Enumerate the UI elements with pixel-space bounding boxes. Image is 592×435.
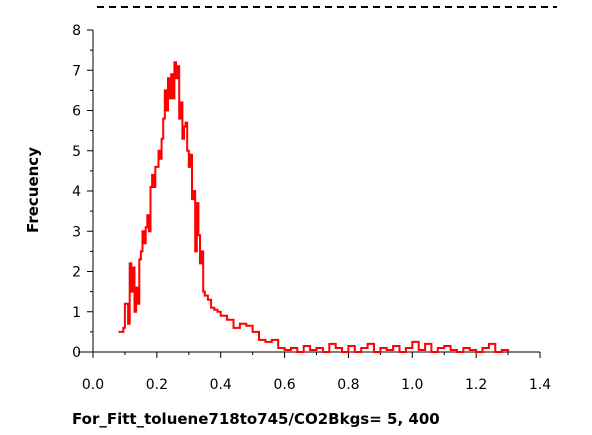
x-tick-label: 0.2: [146, 377, 168, 393]
x-tick-label: 1.2: [465, 377, 487, 393]
y-tick-label: 0: [72, 345, 81, 361]
y-tick-label: 3: [72, 224, 81, 240]
y-tick-label: 7: [72, 63, 81, 79]
x-tick-label: 1.0: [401, 377, 423, 393]
x-tick-label: 1.4: [529, 377, 551, 393]
y-tick-label: 4: [72, 184, 81, 200]
y-tick-label: 6: [72, 104, 81, 120]
x-tick-label: 0.4: [210, 377, 232, 393]
x-tick-label: 0.6: [273, 377, 295, 393]
x-axis-title: For_Fitt_toluene718to745/CO2Bkgs= 5, 400: [72, 410, 440, 428]
y-tick-label: 2: [72, 265, 81, 281]
y-axis-title: Frecuency: [24, 147, 42, 233]
y-tick-label: 1: [72, 305, 81, 321]
y-tick-label: 8: [72, 23, 81, 39]
y-tick-label: 5: [72, 144, 81, 160]
x-tick-label: 0.8: [337, 377, 359, 393]
x-tick-label: 0.0: [82, 377, 104, 393]
frequency-line: [118, 61, 510, 353]
plot-area: 0 1 2 3 4 5 6 7 8 0.0 0.2 0.4 0.6 0.8 1.0 1.2 1.4: [72, 23, 551, 393]
